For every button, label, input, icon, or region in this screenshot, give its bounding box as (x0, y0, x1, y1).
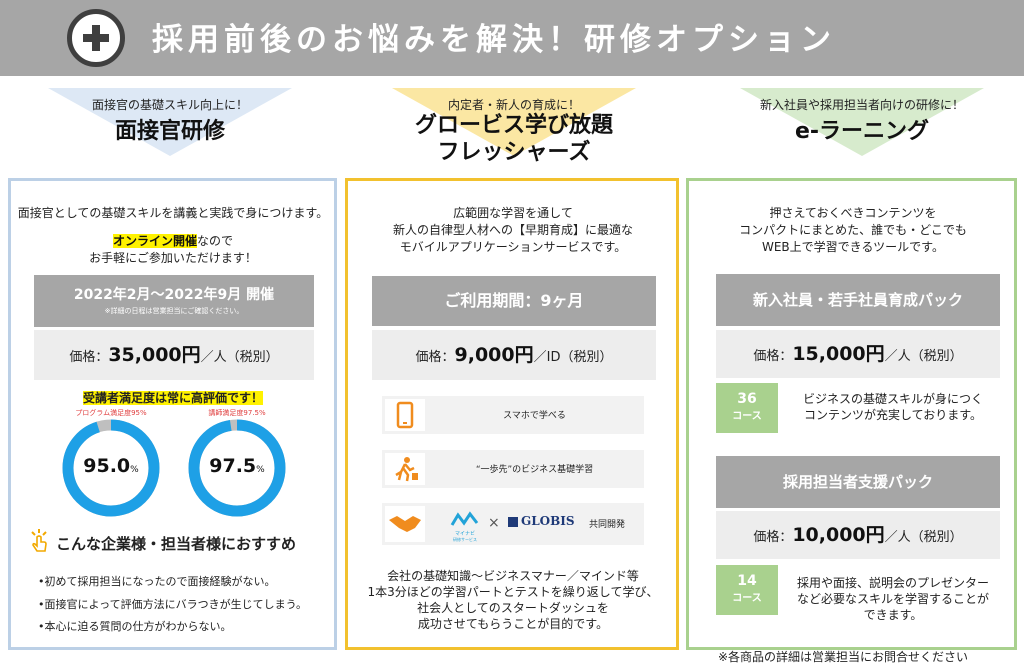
donut2-value: 97.5 (209, 455, 257, 477)
pack1-price-unit: ／人（税別） (884, 349, 963, 364)
pack1-price-label: 価格： (753, 349, 793, 364)
pack1-course-badge: 36 コース (716, 383, 778, 433)
col1-price: 35,000円 (108, 344, 201, 366)
col2-desc3: モバイルアプリケーションサービスです。 (399, 240, 627, 254)
page-title: 採用前後のお悩みを解決！研修オプション (152, 22, 836, 58)
pack2-price-label: 価格： (753, 530, 793, 545)
footer-note: ※各商品の詳細は営業担当にお問合せください (718, 650, 969, 664)
donut1-arc (62, 419, 160, 517)
col2-desc1: 広範囲な学習を通して (453, 206, 573, 220)
pack2-price: 10,000円 (792, 524, 885, 546)
donut-chart-program: 95.0% (60, 417, 162, 519)
col1-price-label: 価格： (69, 350, 109, 365)
donut2-caption: 講師満足度97.5% (208, 409, 266, 417)
col2-price-label: 価格： (415, 350, 455, 365)
col2-desc2: 新人の自律型人材への【早期育成】に最適な (392, 223, 633, 237)
col1-header-triangle (48, 88, 292, 156)
mynavi-sub: 研修サービス (453, 537, 477, 542)
col1-satisfaction-wrap: 受講者満足度は常に高評価です！ (14, 390, 332, 407)
pack1-course-label: コース (732, 411, 762, 422)
globis-mark-icon (508, 517, 518, 527)
cross-mark: × (488, 515, 500, 531)
pack1-count: 36 (737, 391, 757, 407)
bullet-item: •本心に迫る質問の仕方がわからない。 (38, 620, 232, 633)
col2-period: ご利用期間：9ヶ月 (372, 276, 656, 326)
col3-title: e-ラーニング (794, 119, 930, 144)
col2-price-bar: 価格：9,000円／ID（税別） (372, 330, 656, 380)
donut1-svg (62, 419, 160, 517)
header-banner: 採用前後のお悩みを解決！研修オプション (0, 0, 1024, 76)
donut1-pct-sign: % (130, 465, 139, 475)
online-highlight: オンライン開催 (112, 234, 197, 248)
col2-title-line2: フレッシャーズ (437, 140, 591, 165)
pack2-desc2: など必要なスキルを学習することが (796, 592, 989, 606)
interviewer-training-panel (8, 178, 337, 650)
col1-subtitle: 面接官の基礎スキル向上に！ (91, 98, 248, 112)
col3-desc1: 押さえておくべきコンテンツを (769, 206, 937, 220)
smartphone-icon (385, 399, 425, 431)
mynavi-text: マイナビ (455, 531, 475, 537)
col1-recommend: こんな企業様・担当者様におすすめ (56, 535, 297, 553)
col1-price-unit: ／人（税別） (200, 350, 279, 365)
online-rest: なので (197, 234, 234, 248)
col2-price-unit: ／ID（税別） (533, 350, 613, 365)
pack1-desc1: ビジネスの基礎スキルが身につく (802, 392, 983, 406)
running-person-icon (385, 453, 425, 485)
pack2-desc3: できます。 (863, 608, 923, 622)
col1-online-line1: オンライン開催なので (14, 233, 332, 250)
col3-desc3: WEB上で学習できるツールです。 (761, 240, 944, 254)
col1-price-bar: 価格：35,000円／人（税別） (34, 330, 314, 380)
globis-logo-text: GLOBIS (521, 514, 575, 528)
col2-bottom2: 1本3分ほどの学習パートとテストを繰り返して学び、 (367, 585, 659, 599)
col2-subtitle: 内定者・新人の育成に！ (447, 98, 580, 112)
donut-chart-instructor: 97.5% (186, 417, 288, 519)
bullet-item: •面接官によって評価方法にバラつきが生じてしまう。 (38, 598, 307, 611)
col3-desc2: コンパクトにまとめた、誰でも・どこでも (739, 223, 967, 237)
pack1-price: 15,000円 (792, 343, 885, 365)
pack2-price-unit: ／人（税別） (884, 530, 963, 545)
pack1-desc2: コンテンツが充実しております。 (803, 408, 983, 422)
donut2-arc (188, 419, 286, 517)
col2-title-line1: グロービス学び放題 (414, 113, 613, 138)
donut2-pct-sign: % (256, 465, 265, 475)
col2-bottom4: 成功させてもらうことが目的です。 (417, 617, 609, 631)
donut2-svg (188, 419, 286, 517)
bullet-item: •初めて採用担当になったので面接経験がない。 (38, 575, 276, 588)
col2-header-triangle (392, 88, 636, 156)
donut1-caption: プログラム満足度95% (75, 409, 147, 417)
plus-circle-icon (67, 9, 125, 67)
pack2-course-label: コース (732, 593, 762, 604)
col1-satisfaction: 受講者満足度は常に高評価です！ (82, 391, 263, 405)
pointing-hand-icon (28, 528, 50, 554)
pack2-desc1: 採用や面接、説明会のプレゼンター (796, 576, 989, 590)
feature-item: “一歩先”のビジネス基礎学習 (382, 450, 644, 488)
pack2-count: 14 (737, 573, 757, 589)
handshake-icon (385, 506, 425, 542)
donut1-value-wrap: 95.0% (60, 455, 162, 477)
mynavi-logo: マイナビ 研修サービス (450, 511, 480, 542)
feature-text: “一歩先”のビジネス基礎学習 (475, 465, 594, 475)
feature-text: スマホで学べる (503, 411, 566, 421)
col2-bottom1: 会社の基礎知識～ビジネスマナー／マインド等 (387, 569, 639, 583)
pack2-name: 採用担当者支援パック (716, 456, 1000, 508)
col1-period-note: ※詳細の日程は営業担当にご確認ください。 (104, 307, 244, 315)
col1-online-line2: お手軽にご参加いただけます！ (89, 251, 257, 265)
col1-period-bar: 2022年2月～2022年9月 開催 ※詳細の日程は営業担当にご確認ください。 (34, 275, 314, 327)
pack2-course-badge: 14 コース (716, 565, 778, 615)
pack2-price-bar: 価格：10,000円／人（税別） (716, 511, 1000, 559)
donut2-value-wrap: 97.5% (186, 455, 288, 477)
col3-header-triangle (740, 88, 984, 156)
col2-bottom3: 社会人としてのスタートダッシュを (417, 601, 609, 615)
donut1-value: 95.0 (83, 455, 131, 477)
col3-subtitle: 新入社員や採用担当者向けの研修に！ (759, 98, 964, 112)
col1-description: 面接官としての基礎スキルを講義と実践で身につけます。 (17, 206, 329, 220)
joint-development: 共同開発 (589, 520, 626, 530)
col1-title: 面接官研修 (114, 119, 225, 144)
feature-item: マイナビ 研修サービス × GLOBIS 共同開発 (382, 503, 644, 545)
col1-period: 2022年2月～2022年9月 開催 (73, 287, 275, 303)
feature-item: スマホで学べる (382, 396, 644, 434)
pack1-name: 新入社員・若手社員育成パック (716, 274, 1000, 326)
col2-price: 9,000円 (454, 344, 534, 366)
pack1-price-bar: 価格：15,000円／人（税別） (716, 330, 1000, 378)
